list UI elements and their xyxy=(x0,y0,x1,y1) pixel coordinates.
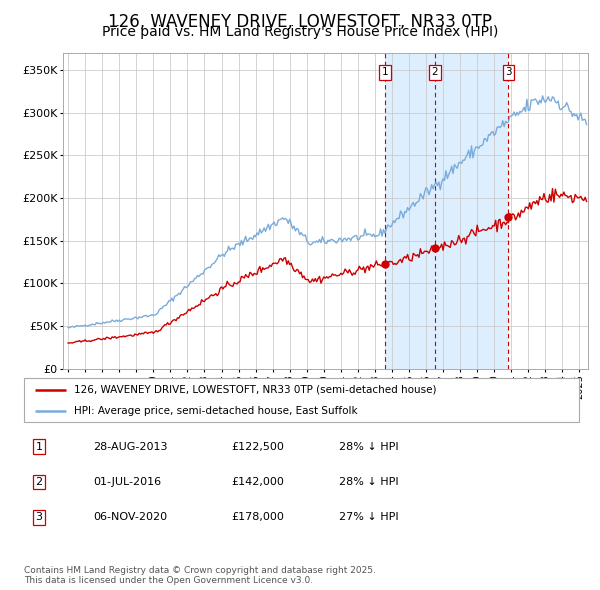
Text: Price paid vs. HM Land Registry's House Price Index (HPI): Price paid vs. HM Land Registry's House … xyxy=(102,25,498,39)
Text: HPI: Average price, semi-detached house, East Suffolk: HPI: Average price, semi-detached house,… xyxy=(74,406,358,416)
Text: 06-NOV-2020: 06-NOV-2020 xyxy=(93,513,167,522)
Text: 1: 1 xyxy=(382,67,388,77)
Text: £122,500: £122,500 xyxy=(231,442,284,451)
Text: 28% ↓ HPI: 28% ↓ HPI xyxy=(339,477,398,487)
Text: 126, WAVENEY DRIVE, LOWESTOFT, NR33 0TP: 126, WAVENEY DRIVE, LOWESTOFT, NR33 0TP xyxy=(108,13,492,31)
Text: 126, WAVENEY DRIVE, LOWESTOFT, NR33 0TP (semi-detached house): 126, WAVENEY DRIVE, LOWESTOFT, NR33 0TP … xyxy=(74,385,436,395)
Text: 01-JUL-2016: 01-JUL-2016 xyxy=(93,477,161,487)
Text: 3: 3 xyxy=(35,513,43,522)
Bar xyxy=(385,53,508,369)
Text: £142,000: £142,000 xyxy=(231,477,284,487)
Text: 27% ↓ HPI: 27% ↓ HPI xyxy=(339,513,398,522)
Text: 2: 2 xyxy=(35,477,43,487)
Text: Contains HM Land Registry data © Crown copyright and database right 2025.
This d: Contains HM Land Registry data © Crown c… xyxy=(24,566,376,585)
Text: 1: 1 xyxy=(35,442,43,451)
Text: 2: 2 xyxy=(431,67,438,77)
Text: £178,000: £178,000 xyxy=(231,513,284,522)
Text: 3: 3 xyxy=(505,67,512,77)
Text: 28-AUG-2013: 28-AUG-2013 xyxy=(93,442,167,451)
Text: 28% ↓ HPI: 28% ↓ HPI xyxy=(339,442,398,451)
